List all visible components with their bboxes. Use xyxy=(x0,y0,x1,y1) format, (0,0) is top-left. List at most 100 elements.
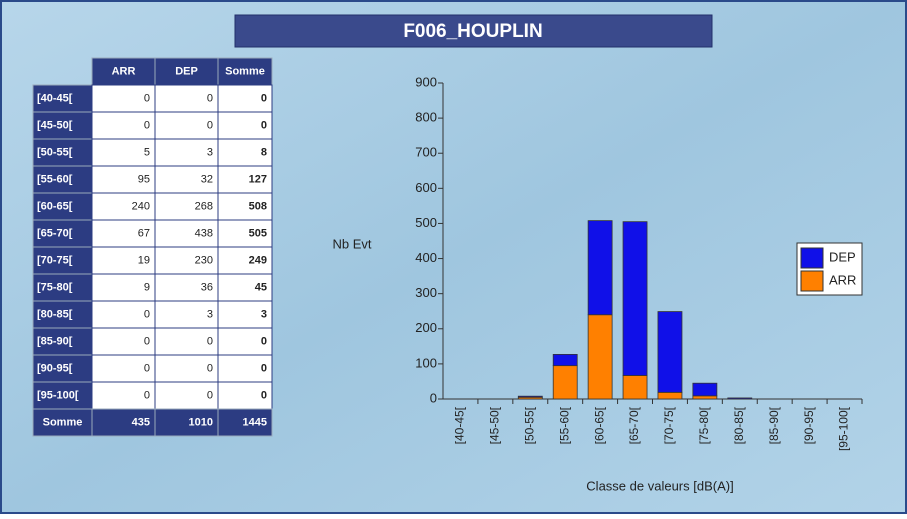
x-tick-label: [65-70[ xyxy=(627,406,641,444)
cell-value: 0 xyxy=(144,119,150,131)
title: F006_HOUPLIN xyxy=(403,21,542,42)
y-tick-label: 0 xyxy=(430,390,437,405)
cell xyxy=(154,273,219,302)
cell xyxy=(154,111,219,140)
bar xyxy=(587,220,613,316)
cell xyxy=(217,354,273,383)
cell xyxy=(217,381,273,410)
cell-value: 5 xyxy=(144,146,150,158)
row-label: [60-65[ xyxy=(37,200,73,212)
cell xyxy=(91,354,156,383)
cell-value: 0 xyxy=(261,389,267,401)
cell-value: 0 xyxy=(207,119,213,131)
cell xyxy=(91,408,156,437)
cell-value: 95 xyxy=(138,173,150,185)
cell-value: 36 xyxy=(201,281,213,293)
cell xyxy=(154,354,219,383)
row-label: [95-100[ xyxy=(37,389,79,401)
row-label: [70-75[ xyxy=(37,254,73,266)
x-tick-label: [95-100[ xyxy=(837,406,851,451)
cell-value: 0 xyxy=(207,335,213,347)
x-tick-label: [40-45[ xyxy=(453,406,467,444)
cell-value: 3 xyxy=(261,308,267,320)
cell-value: 8 xyxy=(261,146,267,158)
cell xyxy=(154,408,219,437)
cell-value: 508 xyxy=(249,200,267,212)
cell-value: 45 xyxy=(255,281,267,293)
cell xyxy=(91,219,156,248)
row-label-cell xyxy=(32,408,93,437)
row-label: [45-50[ xyxy=(37,119,73,131)
y-tick-label: 500 xyxy=(415,215,437,230)
cell xyxy=(217,273,273,302)
cell xyxy=(217,246,273,275)
cell xyxy=(154,84,219,113)
header-text: ARR xyxy=(112,65,136,77)
row-label: [55-60[ xyxy=(37,173,73,185)
cell xyxy=(217,165,273,194)
x-tick-label: [45-50[ xyxy=(488,406,502,444)
y-tick-label: 600 xyxy=(415,180,437,195)
cell-value: 127 xyxy=(249,173,267,185)
cell xyxy=(91,381,156,410)
x-tick-label: [85-90[ xyxy=(767,406,781,444)
cell-value: 0 xyxy=(207,92,213,104)
x-tick-label: [55-60[ xyxy=(557,406,571,444)
legend-swatch xyxy=(800,247,824,269)
x-axis-label: Classe de valeurs [dB(A)] xyxy=(586,478,733,493)
x-tick-label: [80-85[ xyxy=(732,406,746,444)
header-text: Somme xyxy=(225,65,265,77)
y-axis-label: Nb Evt xyxy=(332,236,371,251)
cell-value: 0 xyxy=(261,335,267,347)
cell-value: 230 xyxy=(195,254,213,266)
cell-value: 0 xyxy=(261,362,267,374)
row-label-cell xyxy=(32,327,93,356)
y-tick-label: 700 xyxy=(415,145,437,160)
cell-value: 249 xyxy=(249,254,267,266)
cell-value: 438 xyxy=(195,227,213,239)
row-label-cell xyxy=(32,138,93,167)
x-tick-label: [70-75[ xyxy=(662,406,676,444)
cell xyxy=(154,219,219,248)
cell xyxy=(217,219,273,248)
row-label-cell xyxy=(32,192,93,221)
y-tick-label: 900 xyxy=(415,74,437,89)
cell xyxy=(91,192,156,221)
cell-value: 0 xyxy=(261,92,267,104)
row-label: [80-85[ xyxy=(37,308,73,320)
legend-swatch xyxy=(800,270,824,292)
bar xyxy=(692,395,718,400)
cell-value: 3 xyxy=(207,308,213,320)
cell-value: 67 xyxy=(138,227,150,239)
cell xyxy=(154,138,219,167)
row-label: [40-45[ xyxy=(37,92,73,104)
cell-value: 1445 xyxy=(243,416,267,428)
bar xyxy=(657,391,683,400)
header-text: DEP xyxy=(175,65,198,77)
row-label-cell xyxy=(32,84,93,113)
cell xyxy=(154,165,219,194)
cell-value: 0 xyxy=(144,308,150,320)
cell-value: 9 xyxy=(144,281,150,293)
x-tick-label: [90-95[ xyxy=(802,406,816,444)
cell xyxy=(217,138,273,167)
row-label-cell xyxy=(32,165,93,194)
bar xyxy=(622,375,648,400)
cell-value: 505 xyxy=(249,227,267,239)
x-tick-label: [50-55[ xyxy=(522,406,536,444)
cell-value: 240 xyxy=(132,200,150,212)
y-tick-label: 100 xyxy=(415,355,437,370)
cell-value: 0 xyxy=(144,335,150,347)
cell-value: 0 xyxy=(144,389,150,401)
legend-label: ARR xyxy=(829,272,856,287)
cell-value: 0 xyxy=(144,362,150,374)
row-label: [50-55[ xyxy=(37,146,73,158)
y-tick-label: 300 xyxy=(415,285,437,300)
row-label: [90-95[ xyxy=(37,362,73,374)
row-label: [85-90[ xyxy=(37,335,73,347)
cell xyxy=(91,165,156,194)
bar xyxy=(517,395,543,398)
row-label: [75-80[ xyxy=(37,281,73,293)
